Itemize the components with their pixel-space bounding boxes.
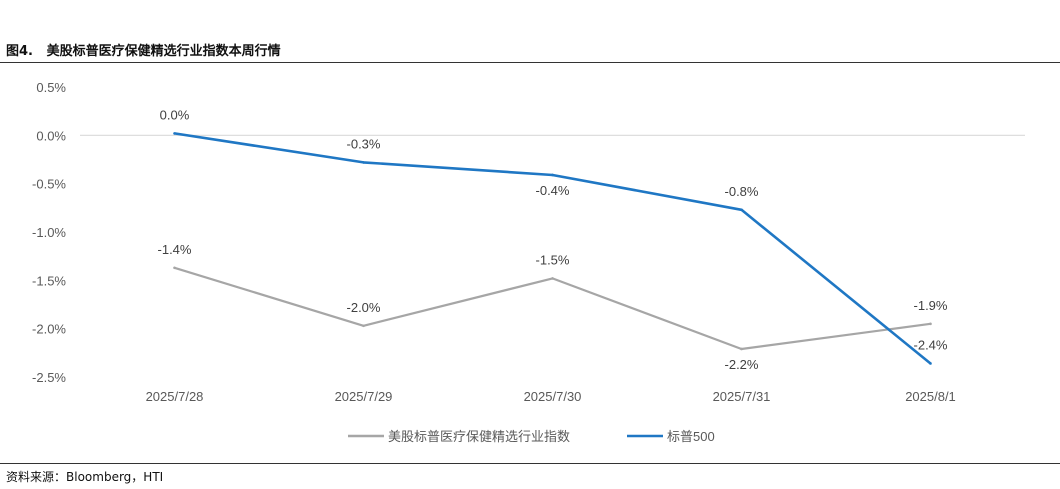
data-point <box>740 208 743 212</box>
y-tick-label: -0.5% <box>32 177 66 192</box>
y-tick-label: -1.0% <box>32 225 66 240</box>
y-tick-label: 0.0% <box>36 128 66 143</box>
data-point <box>551 173 554 177</box>
figure-title-text: 美股标普医疗保健精选行业指数本周行情 <box>46 44 281 59</box>
y-tick-label: -2.5% <box>32 370 66 385</box>
figure-number: 图4. <box>6 44 33 59</box>
source-label: 资料来源： <box>6 470 67 484</box>
legend-label: 标普500 <box>667 429 715 444</box>
data-point <box>740 347 743 351</box>
legend-label: 美股标普医疗保健精选行业指数 <box>388 429 570 444</box>
data-point <box>362 161 365 164</box>
data-label: -0.4% <box>536 183 570 198</box>
data-label: -0.3% <box>347 136 381 151</box>
data-label: -1.5% <box>536 252 570 267</box>
data-label: -2.2% <box>725 357 759 372</box>
y-tick-label: -1.5% <box>32 273 66 288</box>
x-tick-label: 2025/7/29 <box>335 389 393 404</box>
data-label: -2.0% <box>347 300 381 315</box>
x-tick-label: 2025/7/31 <box>713 389 771 404</box>
data-label: -1.4% <box>158 242 192 257</box>
data-point <box>173 132 176 135</box>
series-line-2 <box>174 132 932 365</box>
figure-title: 图4. 美股标普医疗保健精选行业指数本周行情 <box>6 40 281 59</box>
data-label: -1.9% <box>914 298 948 313</box>
data-label: 0.0% <box>160 107 190 122</box>
data-point <box>929 362 932 365</box>
series-line-1 <box>174 266 931 351</box>
data-point <box>362 324 365 328</box>
source-rule <box>0 463 1060 464</box>
source-note: 资料来源：Bloomberg，HTI <box>6 468 163 485</box>
source-text: Bloomberg，HTI <box>66 470 164 484</box>
data-point <box>929 322 932 326</box>
x-tick-label: 2025/8/1 <box>905 389 956 404</box>
y-tick-label: 0.5% <box>36 80 66 95</box>
data-point <box>551 277 554 280</box>
x-tick-label: 2025/7/30 <box>524 389 582 404</box>
x-tick-label: 2025/7/28 <box>146 389 204 404</box>
data-point <box>173 266 176 270</box>
y-tick-label: -2.0% <box>32 322 66 337</box>
data-label: -2.4% <box>914 337 948 352</box>
title-rule <box>0 62 1060 63</box>
data-label: -0.8% <box>725 184 759 199</box>
